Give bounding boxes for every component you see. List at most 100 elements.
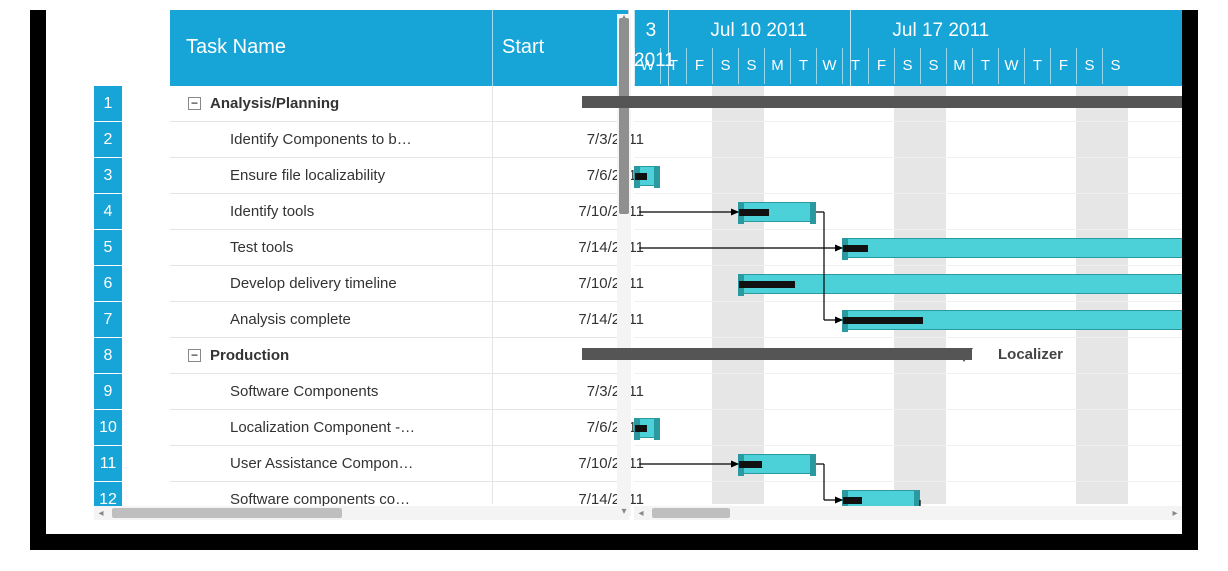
table-row[interactable]: Test tools7/14/2011 [170,230,629,266]
scrollbar-thumb[interactable] [619,18,629,214]
row-number[interactable]: 10 [94,410,122,446]
row-number[interactable]: 6 [94,266,122,302]
grid-pane: Task Name Start 123456789101112 −Analysi… [94,10,629,520]
gantt-content: Task Name Start 123456789101112 −Analysi… [46,10,1182,534]
timeline-row [634,446,1182,482]
day-header: T [842,48,868,84]
day-header: S [1076,48,1102,84]
progress-bar [843,245,868,252]
day-header: W [634,48,660,84]
row-number[interactable]: 9 [94,374,122,410]
summary-bar[interactable] [582,348,972,360]
column-header-start[interactable]: Start [502,36,544,59]
week-label: Jul 17 2011 [850,16,1032,46]
task-bar[interactable] [738,274,1182,294]
collapse-icon[interactable]: − [188,349,201,362]
chevron-left-icon[interactable]: ◂ [636,508,646,518]
task-name-cell: Software Components [230,374,418,410]
timeline-pane: 3 2011Jul 10 2011Jul 17 2011WTFSSMTWTFSS… [634,10,1182,520]
day-header: S [738,48,764,84]
day-header: S [1102,48,1128,84]
progress-bar [739,209,769,216]
horizontal-scrollbar-right[interactable]: ◂ ▸ [634,506,1182,520]
day-header: M [946,48,972,84]
task-name-cell: Develop delivery timeline [230,266,418,302]
table-row[interactable]: Identify Components to be Locali...7/3/2… [170,122,629,158]
day-header: F [868,48,894,84]
task-bar[interactable] [634,166,660,186]
row-number[interactable]: 2 [94,122,122,158]
column-header-task-name[interactable]: Task Name [186,36,286,59]
day-header: M [764,48,790,84]
task-name-cell: Identify Components to be Locali... [230,122,418,158]
day-header: S [712,48,738,84]
day-header: W [998,48,1024,84]
grid-vline [492,86,493,504]
progress-bar [843,317,923,324]
task-name-cell: Test tools [230,230,418,266]
progress-bar [739,281,795,288]
grid-header: Task Name Start [170,10,629,86]
week-label: Jul 10 2011 [668,16,850,46]
grid-rows: −Analysis/Planning7/3/2011Identify Compo… [170,86,629,518]
vertical-scrollbar[interactable]: ▴ ▾ [617,14,631,516]
table-row[interactable]: User Assistance Components7/10/2011 [170,446,629,482]
table-row[interactable]: Develop delivery timeline7/10/2011 [170,266,629,302]
table-row[interactable]: −Analysis/Planning7/3/2011 [170,86,629,122]
task-bar[interactable] [738,202,816,222]
column-divider[interactable] [492,10,493,86]
row-number[interactable]: 11 [94,446,122,482]
collapse-icon[interactable]: − [188,97,201,110]
task-name-cell: Production [210,338,418,374]
timeline-body[interactable]: Localizer [634,86,1182,504]
day-header: W [816,48,842,84]
table-row[interactable]: −Production7/3/2011 [170,338,629,374]
row-number-gutter: 123456789101112 [94,86,122,518]
timeline-row [634,158,1182,194]
day-header: S [894,48,920,84]
timeline-row [634,374,1182,410]
task-bar[interactable] [634,418,660,438]
milestone-label: Localizer [998,346,1063,363]
timeline-row [634,194,1182,230]
progress-bar [739,461,762,468]
task-name-cell: Analysis/Planning [210,86,418,122]
horizontal-scrollbar-left[interactable]: ◂ ▸ [94,506,629,520]
row-number[interactable]: 7 [94,302,122,338]
week-label: 3 2011 [634,16,668,46]
day-header: S [920,48,946,84]
task-bar[interactable] [738,454,816,474]
summary-bar[interactable] [582,96,1182,108]
day-header: F [1050,48,1076,84]
chevron-right-icon[interactable]: ▸ [1170,508,1180,518]
timeline-row [634,122,1182,158]
table-row[interactable]: Identify tools7/10/2011 [170,194,629,230]
timeline-header: 3 2011Jul 10 2011Jul 17 2011WTFSSMTWTFSS… [634,10,1182,86]
table-row[interactable]: Localization Component - User I...7/6/20… [170,410,629,446]
scrollbar-thumb[interactable] [652,508,730,518]
task-name-cell: Localization Component - User I... [230,410,418,446]
chevron-left-icon[interactable]: ◂ [96,508,106,518]
day-header: T [972,48,998,84]
scrollbar-thumb[interactable] [112,508,342,518]
progress-bar [635,425,647,432]
timeline-row [634,410,1182,446]
day-header: F [686,48,712,84]
table-row[interactable]: Analysis complete7/14/2011 [170,302,629,338]
task-name-cell: User Assistance Components [230,446,418,482]
task-bar[interactable] [842,238,1182,258]
row-number[interactable]: 4 [94,194,122,230]
task-name-cell: Analysis complete [230,302,418,338]
chevron-down-icon[interactable]: ▾ [619,506,629,516]
row-number[interactable]: 8 [94,338,122,374]
row-number[interactable]: 3 [94,158,122,194]
day-header: T [1024,48,1050,84]
task-bar[interactable] [842,310,1182,330]
row-number[interactable]: 5 [94,230,122,266]
gantt-window: Task Name Start 123456789101112 −Analysi… [30,10,1198,550]
progress-bar [843,497,862,504]
table-row[interactable]: Ensure file localizability7/6/2011 [170,158,629,194]
table-row[interactable]: Software Components7/3/2011 [170,374,629,410]
progress-bar [635,173,647,180]
row-number[interactable]: 1 [94,86,122,122]
